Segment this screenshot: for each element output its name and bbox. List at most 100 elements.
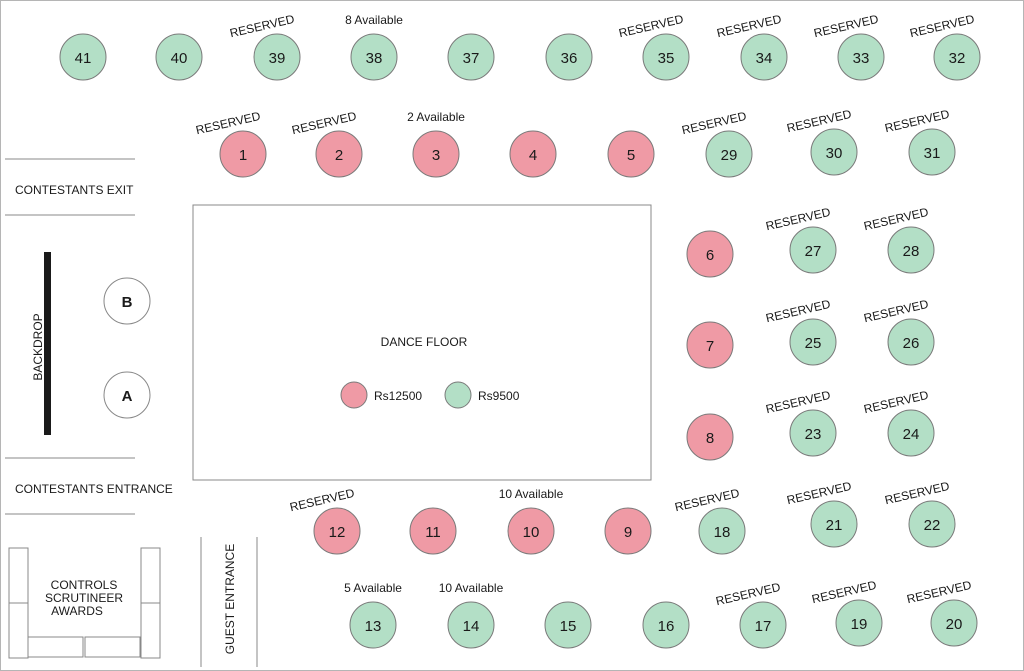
table-17-circle[interactable]: [739, 601, 787, 649]
table-13[interactable]: 13 5 Available: [344, 581, 402, 649]
table-6-circle[interactable]: [686, 230, 734, 278]
table-28-circle[interactable]: [887, 226, 935, 274]
table-16[interactable]: 16: [642, 601, 690, 649]
table-15-circle[interactable]: [544, 601, 592, 649]
table-10-circle[interactable]: [507, 507, 555, 555]
table-41[interactable]: 41: [59, 33, 107, 81]
dance-floor: [192, 204, 652, 481]
table-31-circle[interactable]: [908, 128, 956, 176]
table-24-number: 24: [903, 426, 920, 443]
table-5[interactable]: 5: [607, 130, 655, 178]
table-37[interactable]: 37: [447, 33, 495, 81]
table-14-circle[interactable]: [447, 601, 495, 649]
table-22-circle[interactable]: [908, 500, 956, 548]
table-15[interactable]: 15: [544, 601, 592, 649]
table-3[interactable]: 3 2 Available: [407, 110, 465, 178]
table-39-circle[interactable]: [253, 33, 301, 81]
table-41-circle[interactable]: [59, 33, 107, 81]
table-7-circle[interactable]: [686, 321, 734, 369]
table-21-circle[interactable]: [810, 500, 858, 548]
controls-bottom-left: [27, 636, 84, 658]
table-25-circle[interactable]: [789, 318, 837, 366]
table-7[interactable]: 7: [686, 321, 734, 369]
table-26-circle[interactable]: [887, 318, 935, 366]
table-29-circle[interactable]: [705, 130, 753, 178]
table-27-circle[interactable]: [789, 226, 837, 274]
table-18-number: 18: [714, 524, 731, 541]
table-20-circle[interactable]: [930, 599, 978, 647]
table-2-circle[interactable]: [315, 130, 363, 178]
table-13-circle[interactable]: [349, 601, 397, 649]
table-41-number: 41: [75, 50, 92, 67]
table-11-circle[interactable]: [409, 507, 457, 555]
table-23-circle[interactable]: [789, 409, 837, 457]
table-19-circle[interactable]: [835, 599, 883, 647]
judge-b-circle: [103, 277, 151, 325]
table-37-circle[interactable]: [447, 33, 495, 81]
table-9-circle[interactable]: [604, 507, 652, 555]
table-11[interactable]: 11: [409, 507, 457, 555]
table-4-circle[interactable]: [509, 130, 557, 178]
table-36[interactable]: 36: [545, 33, 593, 81]
table-10[interactable]: 10 10 Available: [499, 487, 564, 555]
table-6[interactable]: 6: [686, 230, 734, 278]
table-11-number: 11: [425, 524, 441, 541]
table-38[interactable]: 38 8 Available: [345, 13, 403, 81]
table-40-circle[interactable]: [155, 33, 203, 81]
controls-area: CONTROLS SCRUTINEER AWARDS: [8, 547, 161, 659]
table-19-number: 19: [851, 616, 868, 633]
guest-entrance-label: GUEST ENTRANCE: [223, 544, 237, 654]
table-1-circle[interactable]: [219, 130, 267, 178]
table-38-circle[interactable]: [350, 33, 398, 81]
scrutineer-label: SCRUTINEER: [45, 591, 123, 605]
table-16-circle[interactable]: [642, 601, 690, 649]
table-36-circle[interactable]: [545, 33, 593, 81]
table-8[interactable]: 8: [686, 413, 734, 461]
table-30-circle[interactable]: [810, 128, 858, 176]
table-5-circle[interactable]: [607, 130, 655, 178]
table-21-number: 21: [826, 517, 843, 534]
table-14[interactable]: 14 10 Available: [439, 581, 504, 649]
table-8-circle[interactable]: [686, 413, 734, 461]
table-40[interactable]: 40: [155, 33, 203, 81]
table-4[interactable]: 4: [509, 130, 557, 178]
table-39-number: 39: [269, 50, 286, 67]
table-24-circle[interactable]: [887, 409, 935, 457]
table-12-circle[interactable]: [313, 507, 361, 555]
awards-label: AWARDS: [51, 604, 103, 618]
table-3-number: 3: [432, 147, 440, 164]
table-17-number: 17: [755, 618, 772, 635]
table-9[interactable]: 9: [604, 507, 652, 555]
table-33-circle[interactable]: [837, 33, 885, 81]
price-legend: Rs12500 Rs9500: [340, 381, 520, 409]
dance-floor-label: DANCE FLOOR: [381, 335, 468, 349]
table-32-circle[interactable]: [933, 33, 981, 81]
table-3-circle[interactable]: [412, 130, 460, 178]
table-18-circle[interactable]: [698, 507, 746, 555]
table-35-circle[interactable]: [642, 33, 690, 81]
table-34-circle[interactable]: [740, 33, 788, 81]
